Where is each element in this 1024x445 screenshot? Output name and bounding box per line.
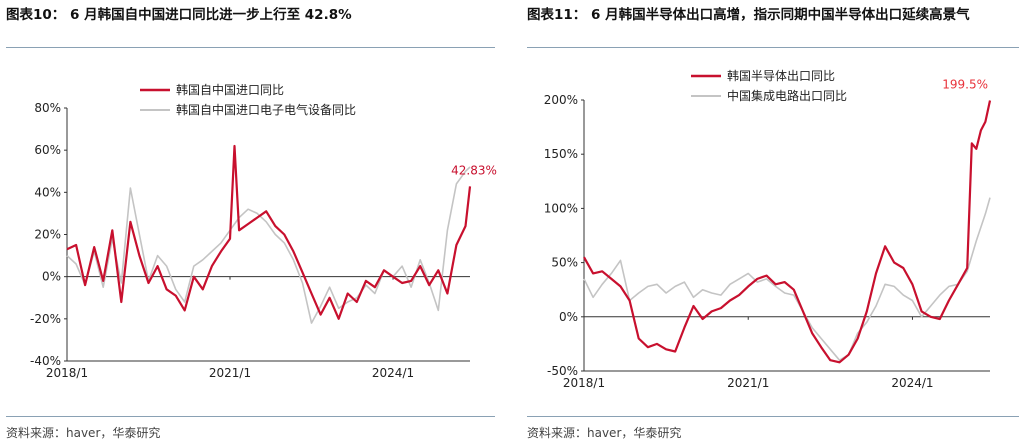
source-divider: [6, 416, 495, 417]
y-tick-label: -20%: [30, 312, 61, 326]
end-value-label: 42.83%: [451, 163, 497, 177]
x-tick-label: 2021/1: [727, 376, 769, 390]
y-tick-label: -40%: [30, 354, 61, 368]
x-tick-label: 2018/1: [46, 366, 88, 380]
x-tick-label: 2024/1: [372, 366, 414, 380]
x-tick-label: 2024/1: [891, 376, 933, 390]
y-tick-label: 50%: [551, 256, 578, 270]
y-tick-label: 80%: [34, 101, 61, 115]
series-line: [66, 144, 472, 320]
y-tick-label: 150%: [544, 147, 578, 161]
end-value-label: 199.5%: [942, 78, 988, 92]
line-chart-semiconductor-exports: 200% 150% 100% 50% 0% -50%2018/1 2021/1 2024/1 韩…: [544, 68, 992, 390]
title-divider: [6, 47, 495, 48]
series-line: [66, 166, 471, 324]
line-chart-korea-imports: 80% 60% 40% 20% 0% -20% -40%2018/1 2021/1 2024/1…: [30, 82, 497, 380]
y-tick-label: 60%: [34, 143, 61, 157]
chart-title: 图表11： 6 月韩国半导体出口高增，指示同期中国半导体出口延续高景气: [527, 7, 970, 23]
series-line: [583, 100, 992, 364]
chart-panel-left: 图表10： 6 月韩国自中国进口同比进一步上行至 42.8% 80% 60% 40%…: [0, 0, 500, 445]
y-tick-label: 0%: [42, 270, 61, 284]
y-tick-label: 0%: [559, 310, 578, 324]
chart-panel-right: 图表11： 6 月韩国半导体出口高增，指示同期中国半导体出口延续高景气 200%…: [521, 0, 1024, 445]
source-divider: [527, 416, 1019, 417]
y-tick-label: 100%: [544, 201, 578, 215]
source-note: 资料来源：haver，华泰研究: [527, 426, 682, 440]
source-note: 资料来源：haver，华泰研究: [6, 426, 161, 440]
y-tick-label: 20%: [34, 228, 61, 242]
chart-title: 图表10： 6 月韩国自中国进口同比进一步上行至 42.8%: [6, 7, 352, 23]
legend-label: 韩国自中国进口同比: [176, 82, 284, 97]
y-tick-label: -50%: [547, 364, 578, 378]
title-divider: [527, 47, 1019, 48]
legend-label: 韩国自中国进口电子电气设备同比: [176, 102, 356, 117]
x-tick-label: 2021/1: [209, 366, 251, 380]
y-tick-label: 200%: [544, 93, 578, 107]
y-tick-label: 40%: [34, 185, 61, 199]
legend-label: 中国集成电路出口同比: [727, 88, 847, 103]
legend-label: 韩国半导体出口同比: [727, 68, 835, 83]
x-tick-label: 2018/1: [563, 376, 605, 390]
series-line: [583, 197, 991, 362]
